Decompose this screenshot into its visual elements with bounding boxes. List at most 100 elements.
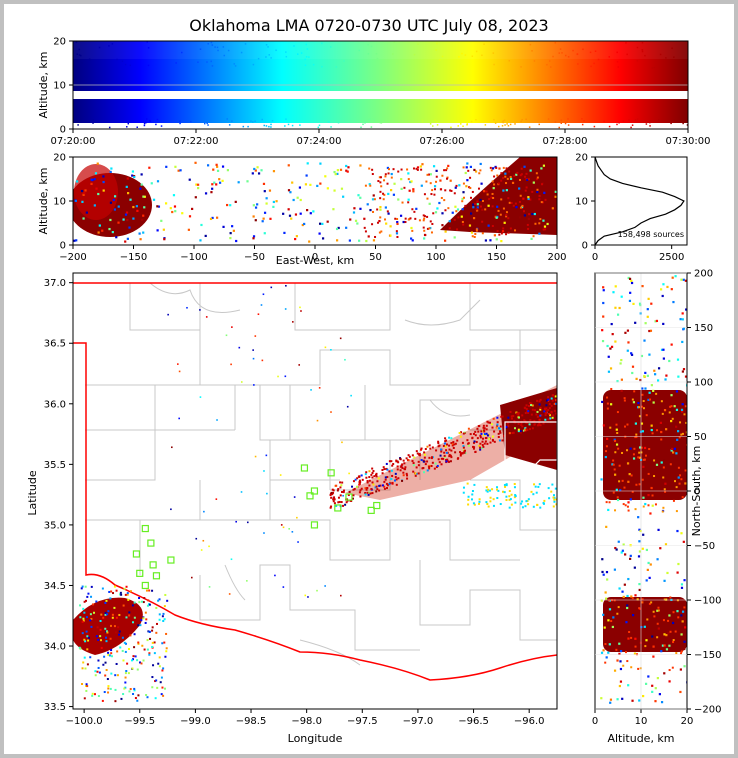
source-dot xyxy=(485,190,488,193)
eastwest-x-tick-label: 100 xyxy=(426,252,445,263)
source-dot xyxy=(443,451,446,454)
source-dot xyxy=(444,209,447,212)
source-dot xyxy=(332,208,335,211)
source-dot xyxy=(93,178,96,181)
source-dot xyxy=(351,485,354,488)
source-dot xyxy=(110,590,113,593)
source-dot xyxy=(108,654,111,657)
source-dot xyxy=(334,173,337,176)
source-dot xyxy=(82,193,85,196)
source-dot xyxy=(473,168,476,172)
source-dot xyxy=(218,178,221,181)
source-dot xyxy=(371,467,374,470)
source-dot xyxy=(507,416,510,419)
source-dot xyxy=(552,55,554,58)
source-dot xyxy=(540,201,543,204)
source-dot xyxy=(367,43,369,46)
source-dot xyxy=(81,621,84,624)
source-dot xyxy=(451,444,454,447)
source-dot xyxy=(438,461,441,464)
source-dot xyxy=(348,490,351,493)
source-dot xyxy=(257,57,260,60)
source-dot xyxy=(132,621,135,624)
source-dot xyxy=(531,190,534,193)
source-dot xyxy=(589,51,592,54)
source-dot xyxy=(352,480,355,483)
source-dot xyxy=(470,498,473,501)
source-dot xyxy=(369,184,372,187)
source-dot xyxy=(483,434,486,437)
source-dot xyxy=(292,321,294,323)
station-marker xyxy=(310,487,319,495)
plan-view-x-tick-label: −97.5 xyxy=(347,716,378,727)
source-dot xyxy=(528,423,531,426)
source-dot xyxy=(662,506,665,509)
source-dot xyxy=(341,490,344,493)
source-dot xyxy=(577,63,579,65)
source-dot xyxy=(203,510,205,513)
source-dot xyxy=(305,56,308,58)
source-dot xyxy=(265,44,268,46)
source-dot xyxy=(507,425,510,428)
source-dot xyxy=(396,218,399,221)
source-dot xyxy=(446,176,449,179)
source-dot xyxy=(665,648,669,651)
source-dot xyxy=(471,235,474,238)
source-dot xyxy=(371,198,375,201)
source-dot xyxy=(550,397,553,400)
source-dot xyxy=(106,613,109,616)
source-dot xyxy=(200,223,203,227)
source-dot xyxy=(443,199,446,202)
source-dot xyxy=(342,489,345,492)
source-dot xyxy=(337,501,340,504)
source-dot xyxy=(467,503,470,506)
source-dot xyxy=(130,659,133,662)
source-dot xyxy=(148,589,151,592)
source-dot xyxy=(254,120,256,122)
source-dot xyxy=(502,120,505,122)
source-dot xyxy=(262,182,266,185)
source-dot xyxy=(600,478,603,481)
source-dot xyxy=(370,45,373,48)
source-dot xyxy=(675,629,678,632)
source-dot xyxy=(98,224,101,227)
source-dot xyxy=(424,463,427,466)
source-dot xyxy=(552,505,555,508)
southwest-storm-core xyxy=(73,597,143,655)
source-dot xyxy=(490,423,493,426)
source-dot xyxy=(634,436,637,439)
source-dot xyxy=(113,625,116,628)
source-dot xyxy=(464,171,467,175)
source-dot xyxy=(458,56,460,58)
source-dot xyxy=(663,488,666,491)
source-dot xyxy=(538,194,541,197)
source-dot xyxy=(113,208,117,211)
source-dot xyxy=(491,167,495,170)
source-dot xyxy=(676,119,679,122)
source-dot xyxy=(615,548,618,551)
source-dot xyxy=(81,62,83,64)
source-dot xyxy=(421,119,424,121)
source-dot xyxy=(282,526,285,529)
source-dot xyxy=(396,460,399,463)
source-dot xyxy=(494,122,497,124)
source-dot xyxy=(230,363,232,366)
source-dot xyxy=(662,322,665,326)
source-dot xyxy=(552,414,555,417)
source-dot xyxy=(394,472,397,475)
source-dot xyxy=(623,399,626,402)
source-dot xyxy=(616,432,619,435)
source-dot xyxy=(390,172,393,176)
source-dot xyxy=(157,662,160,665)
source-dot xyxy=(456,228,459,231)
source-dot xyxy=(337,496,340,499)
source-dot xyxy=(479,436,482,439)
source-dot xyxy=(643,339,646,342)
source-dot xyxy=(83,192,86,195)
source-dot xyxy=(390,189,393,192)
source-dot xyxy=(100,639,103,642)
source-dot xyxy=(379,176,382,179)
source-dot xyxy=(92,119,94,121)
source-dot xyxy=(94,670,97,673)
source-dot xyxy=(197,187,200,190)
